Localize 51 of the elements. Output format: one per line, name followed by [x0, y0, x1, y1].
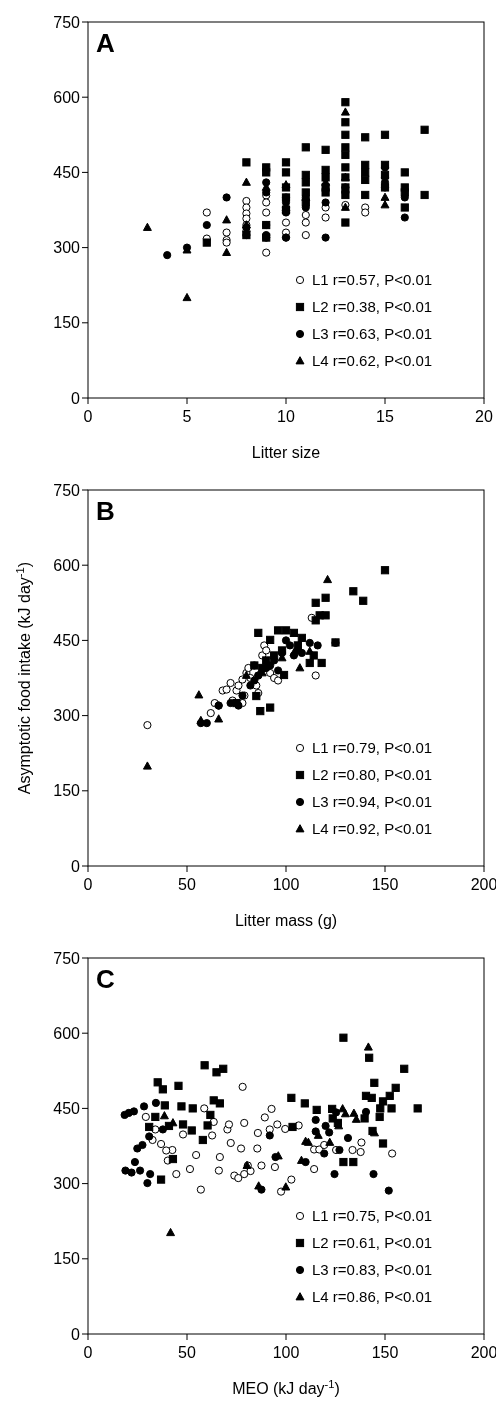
x-tick-label: 20: [475, 408, 493, 425]
x-tick-label: 200: [470, 876, 498, 893]
x-tick-label: 100: [272, 1344, 300, 1361]
x-axis-title: Litter mass (g): [234, 912, 338, 929]
y-tick-label: 600: [53, 1024, 81, 1042]
x-tick-label: 50: [178, 876, 196, 893]
x-tick-label: 10: [277, 408, 295, 425]
legend-label: L3 r=0.94, P<0.01: [312, 793, 433, 811]
y-tick-label: 600: [53, 556, 81, 574]
legend-label: L4 r=0.86, P<0.01: [312, 1288, 433, 1306]
y-tick-label: 150: [53, 314, 81, 332]
y-tick-label: 600: [53, 88, 81, 106]
legend-label: L2 r=0.80, P<0.01: [312, 766, 433, 784]
y-tick-label: 750: [53, 949, 81, 967]
x-axis-title: MEO (kJ day$^{-1}$): [232, 1378, 340, 1397]
y-tick-label: 0: [71, 389, 81, 407]
x-tick-label: 0: [83, 408, 93, 425]
legend-label: L4 r=0.62, P<0.01: [312, 352, 433, 370]
y-tick-label: 750: [53, 481, 81, 499]
legend-label: L2 r=0.61, P<0.01: [312, 1234, 433, 1252]
chart-title: B: [96, 496, 115, 526]
legend-label: L2 r=0.38, P<0.01: [312, 298, 433, 316]
x-tick-label: 200: [470, 1344, 498, 1361]
y-tick-label: 300: [53, 1175, 81, 1193]
x-tick-label: 150: [371, 1344, 399, 1361]
legend-label: L3 r=0.83, P<0.01: [312, 1261, 433, 1279]
y-tick-label: 0: [71, 1325, 81, 1343]
legend-label: L1 r=0.75, P<0.01: [312, 1207, 433, 1225]
x-tick-label: 100: [272, 876, 300, 893]
y-tick-label: 300: [53, 239, 81, 257]
y-tick-label: 450: [53, 632, 81, 649]
y-tick-label: 450: [53, 1100, 81, 1117]
x-tick-label: 15: [376, 408, 394, 425]
legend-label: L3 r=0.63, P<0.01: [312, 325, 433, 343]
chart-title: C: [96, 964, 115, 994]
y-tick-label: 750: [53, 13, 81, 31]
legend-label: L1 r=0.79, P<0.01: [312, 739, 433, 757]
x-tick-label: 150: [371, 876, 399, 893]
y-tick-label: 150: [53, 782, 81, 800]
x-tick-label: 0: [83, 1344, 93, 1361]
y-tick-label: 300: [53, 707, 81, 725]
chart-title: A: [96, 28, 115, 58]
legend-label: L1 r=0.57, P<0.01: [312, 271, 433, 289]
x-tick-label: 50: [178, 1344, 196, 1361]
x-axis-title: Litter size: [251, 444, 321, 461]
legend-label: L4 r=0.92, P<0.01: [312, 820, 433, 838]
x-tick-label: 5: [182, 408, 192, 425]
x-tick-label: 0: [83, 876, 93, 893]
y-tick-label: 150: [53, 1250, 81, 1268]
y-tick-label: 450: [53, 164, 81, 181]
y-tick-label: 0: [71, 857, 81, 875]
